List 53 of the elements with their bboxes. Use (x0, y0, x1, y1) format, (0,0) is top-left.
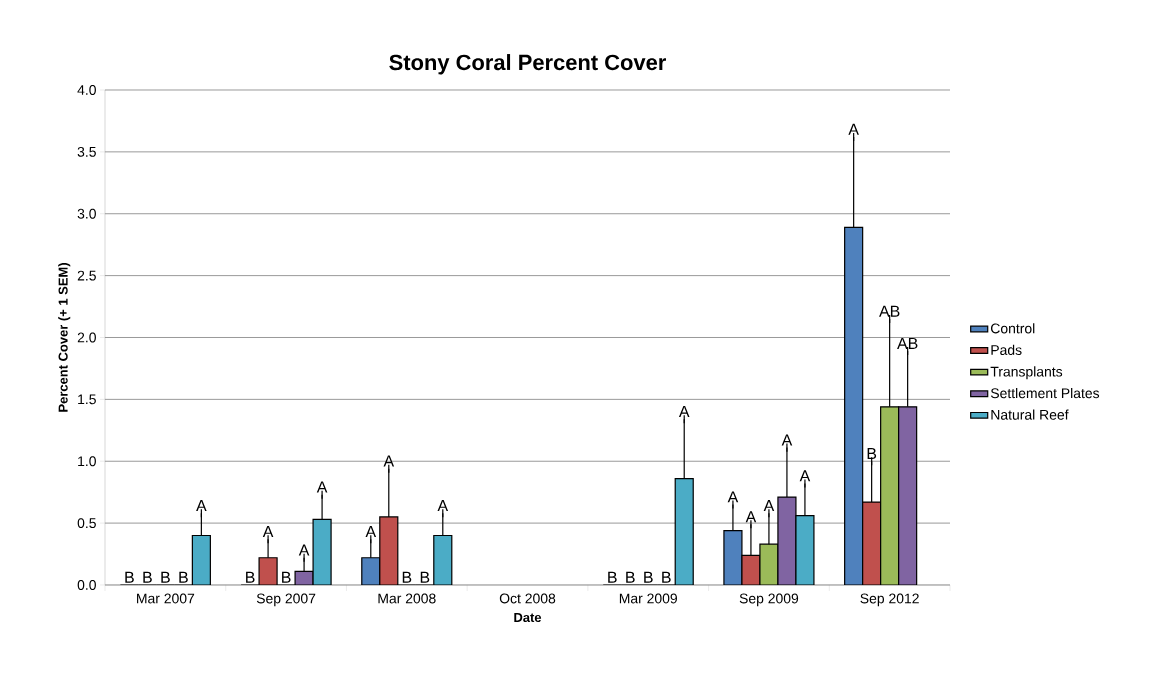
x-tick-label: Mar 2007 (137, 593, 195, 604)
chart-title: Stony Coral Percent Cover (389, 54, 666, 75)
y-tick-label: 2.5 (77, 270, 96, 281)
y-tick-label: 1.5 (78, 394, 96, 405)
annotation: B (161, 571, 170, 583)
annotation: B (662, 571, 671, 583)
annotation: A (196, 500, 207, 512)
annotation: A (437, 500, 449, 512)
y-axis-title: Percent Cover (+ 1 SEM) (58, 263, 71, 412)
annotation: B (143, 571, 152, 583)
annotation: B (282, 571, 291, 583)
y-tick-label: 1.0 (78, 456, 96, 467)
y-tick-label: 4.0 (77, 85, 96, 95)
y-tick-label: 0.0 (77, 580, 96, 590)
annotation: B (179, 571, 188, 583)
annotation: B (246, 571, 255, 583)
x-tick-label: Sep 2007 (256, 593, 316, 607)
annotation: A (799, 470, 811, 482)
annotation: B (402, 571, 412, 583)
annotation: A (727, 491, 739, 503)
annotation: B (626, 571, 635, 583)
annotation: B (420, 571, 430, 583)
y-tick-label: 0.5 (77, 518, 96, 529)
annotation: A (262, 526, 274, 537)
annotation: A (848, 123, 859, 135)
annotation: A (678, 405, 690, 417)
x-tick-label: Mar 2008 (378, 593, 436, 604)
annotation: B (644, 571, 653, 583)
x-tick-label: Oct 2008 (499, 593, 556, 604)
annotation: A (745, 511, 757, 523)
y-tick-label: 3.0 (77, 208, 96, 219)
y-tick-label: 2.0 (77, 332, 96, 343)
annotation: A (781, 434, 793, 446)
annotation: AB (879, 305, 900, 317)
x-tick-label: Mar 2009 (619, 593, 677, 604)
annotation: A (383, 455, 395, 467)
annotation: A (298, 544, 310, 556)
x-tick-label: Sep 2009 (739, 593, 799, 607)
annotation: AB (897, 337, 918, 349)
y-tick-label: 3.5 (77, 146, 96, 157)
legend-label: Settlement Plates (990, 387, 1100, 399)
annotation: B (608, 571, 617, 583)
annotation: B (867, 448, 877, 460)
annotation: A (365, 526, 377, 537)
x-tick-label: Sep 2012 (860, 593, 919, 607)
legend-label: Pads (991, 344, 1022, 355)
x-axis-title: Date (514, 612, 542, 623)
legend-label: Natural Reef (991, 409, 1069, 420)
annotation: A (763, 500, 775, 512)
annotation: A (316, 481, 328, 493)
annotation: B (125, 571, 134, 583)
legend-label: Transplants (990, 366, 1063, 380)
legend-label: Control (991, 323, 1035, 334)
